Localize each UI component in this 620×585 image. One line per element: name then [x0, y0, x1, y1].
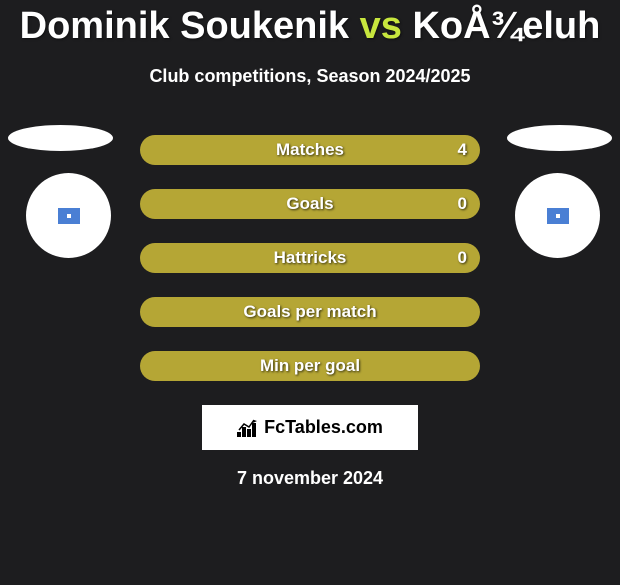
stat-row: Hattricks 0	[10, 243, 610, 273]
page-title: Dominik Soukenik vs KoÅ¾eluh	[10, 5, 610, 48]
stat-bar: Goals 0	[140, 189, 480, 219]
site-name: FcTables.com	[264, 417, 383, 438]
stat-row: Matches 4	[10, 135, 610, 165]
stat-label: Goals per match	[243, 302, 376, 322]
stat-row: Goals 0	[10, 189, 610, 219]
chart-icon	[237, 419, 259, 437]
stat-label: Hattricks	[274, 248, 347, 268]
vs-text: vs	[360, 5, 402, 47]
stat-row: Goals per match	[10, 297, 610, 327]
stat-row: Min per goal	[10, 351, 610, 381]
subtitle: Club competitions, Season 2024/2025	[10, 66, 610, 87]
stat-bar: Hattricks 0	[140, 243, 480, 273]
stat-value: 4	[458, 140, 467, 160]
stat-value: 0	[458, 248, 467, 268]
player2-name: KoÅ¾eluh	[412, 5, 600, 47]
stat-label: Matches	[276, 140, 344, 160]
site-logo: FcTables.com	[237, 417, 383, 438]
stat-bar: Goals per match	[140, 297, 480, 327]
site-attribution: FcTables.com	[202, 405, 418, 450]
stat-value: 0	[458, 194, 467, 214]
stat-label: Goals	[286, 194, 333, 214]
date-text: 7 november 2024	[10, 468, 610, 489]
player1-name: Dominik Soukenik	[20, 5, 349, 47]
stat-bar: Matches 4	[140, 135, 480, 165]
stat-label: Min per goal	[260, 356, 360, 376]
stat-bar: Min per goal	[140, 351, 480, 381]
comparison-widget: Dominik Soukenik vs KoÅ¾eluh Club compet…	[0, 5, 620, 489]
